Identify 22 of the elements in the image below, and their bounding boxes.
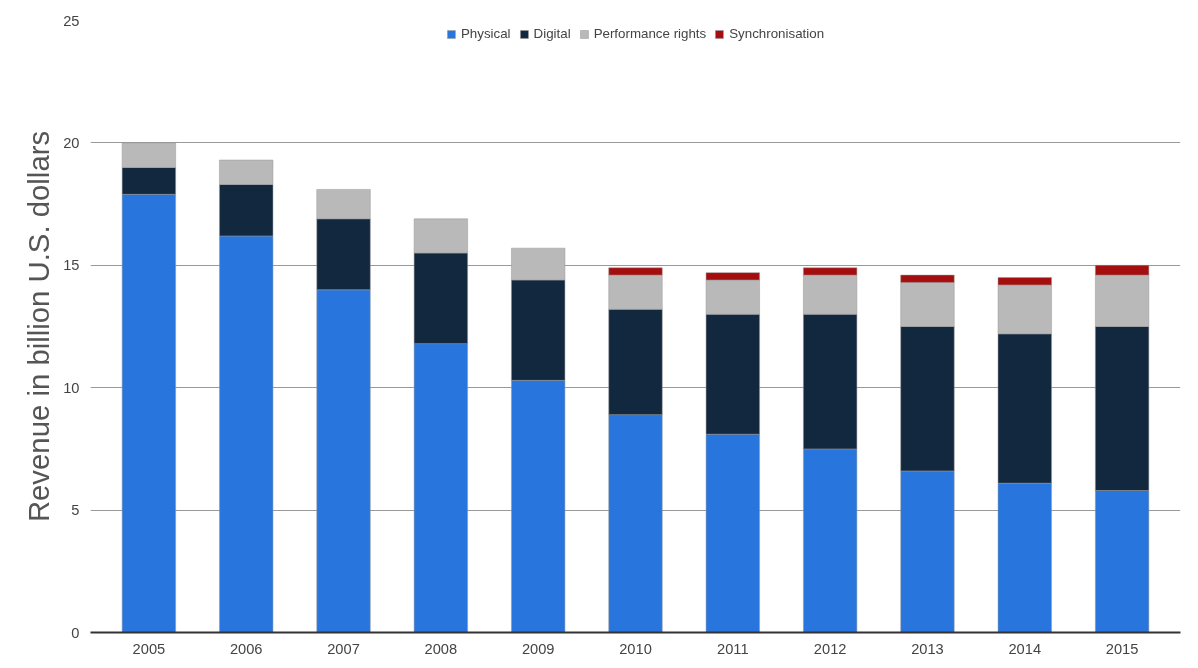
y-axis-title: Revenue in billion U.S. dollars (22, 130, 56, 523)
y-tick-label: 15 (63, 257, 80, 274)
y-tick-label: 20 (63, 134, 80, 151)
x-tick-label: 2015 (1105, 640, 1139, 657)
legend-label: Performance rights (593, 26, 707, 41)
x-tick-label: 2012 (813, 640, 847, 657)
x-tick-label: 2010 (619, 640, 652, 657)
y-tick-label: 5 (71, 502, 80, 519)
y-tick-label: 0 (71, 624, 80, 641)
x-tick-label: 2007 (327, 640, 360, 657)
x-tick-label: 2014 (1008, 640, 1042, 657)
legend-label: Physical (460, 26, 511, 41)
x-tick-label: 2009 (521, 640, 555, 657)
x-tick-label: 2006 (229, 640, 263, 657)
y-tick-label: 25 (63, 12, 80, 29)
x-tick-label: 2013 (911, 640, 944, 657)
x-tick-label: 2008 (424, 640, 458, 657)
legend-label: Digital (533, 26, 571, 41)
x-tick-label: 2011 (717, 640, 749, 657)
legend-label: Synchronisation (729, 26, 825, 41)
y-tick-label: 10 (63, 379, 80, 396)
x-tick-label: 2005 (132, 640, 166, 657)
